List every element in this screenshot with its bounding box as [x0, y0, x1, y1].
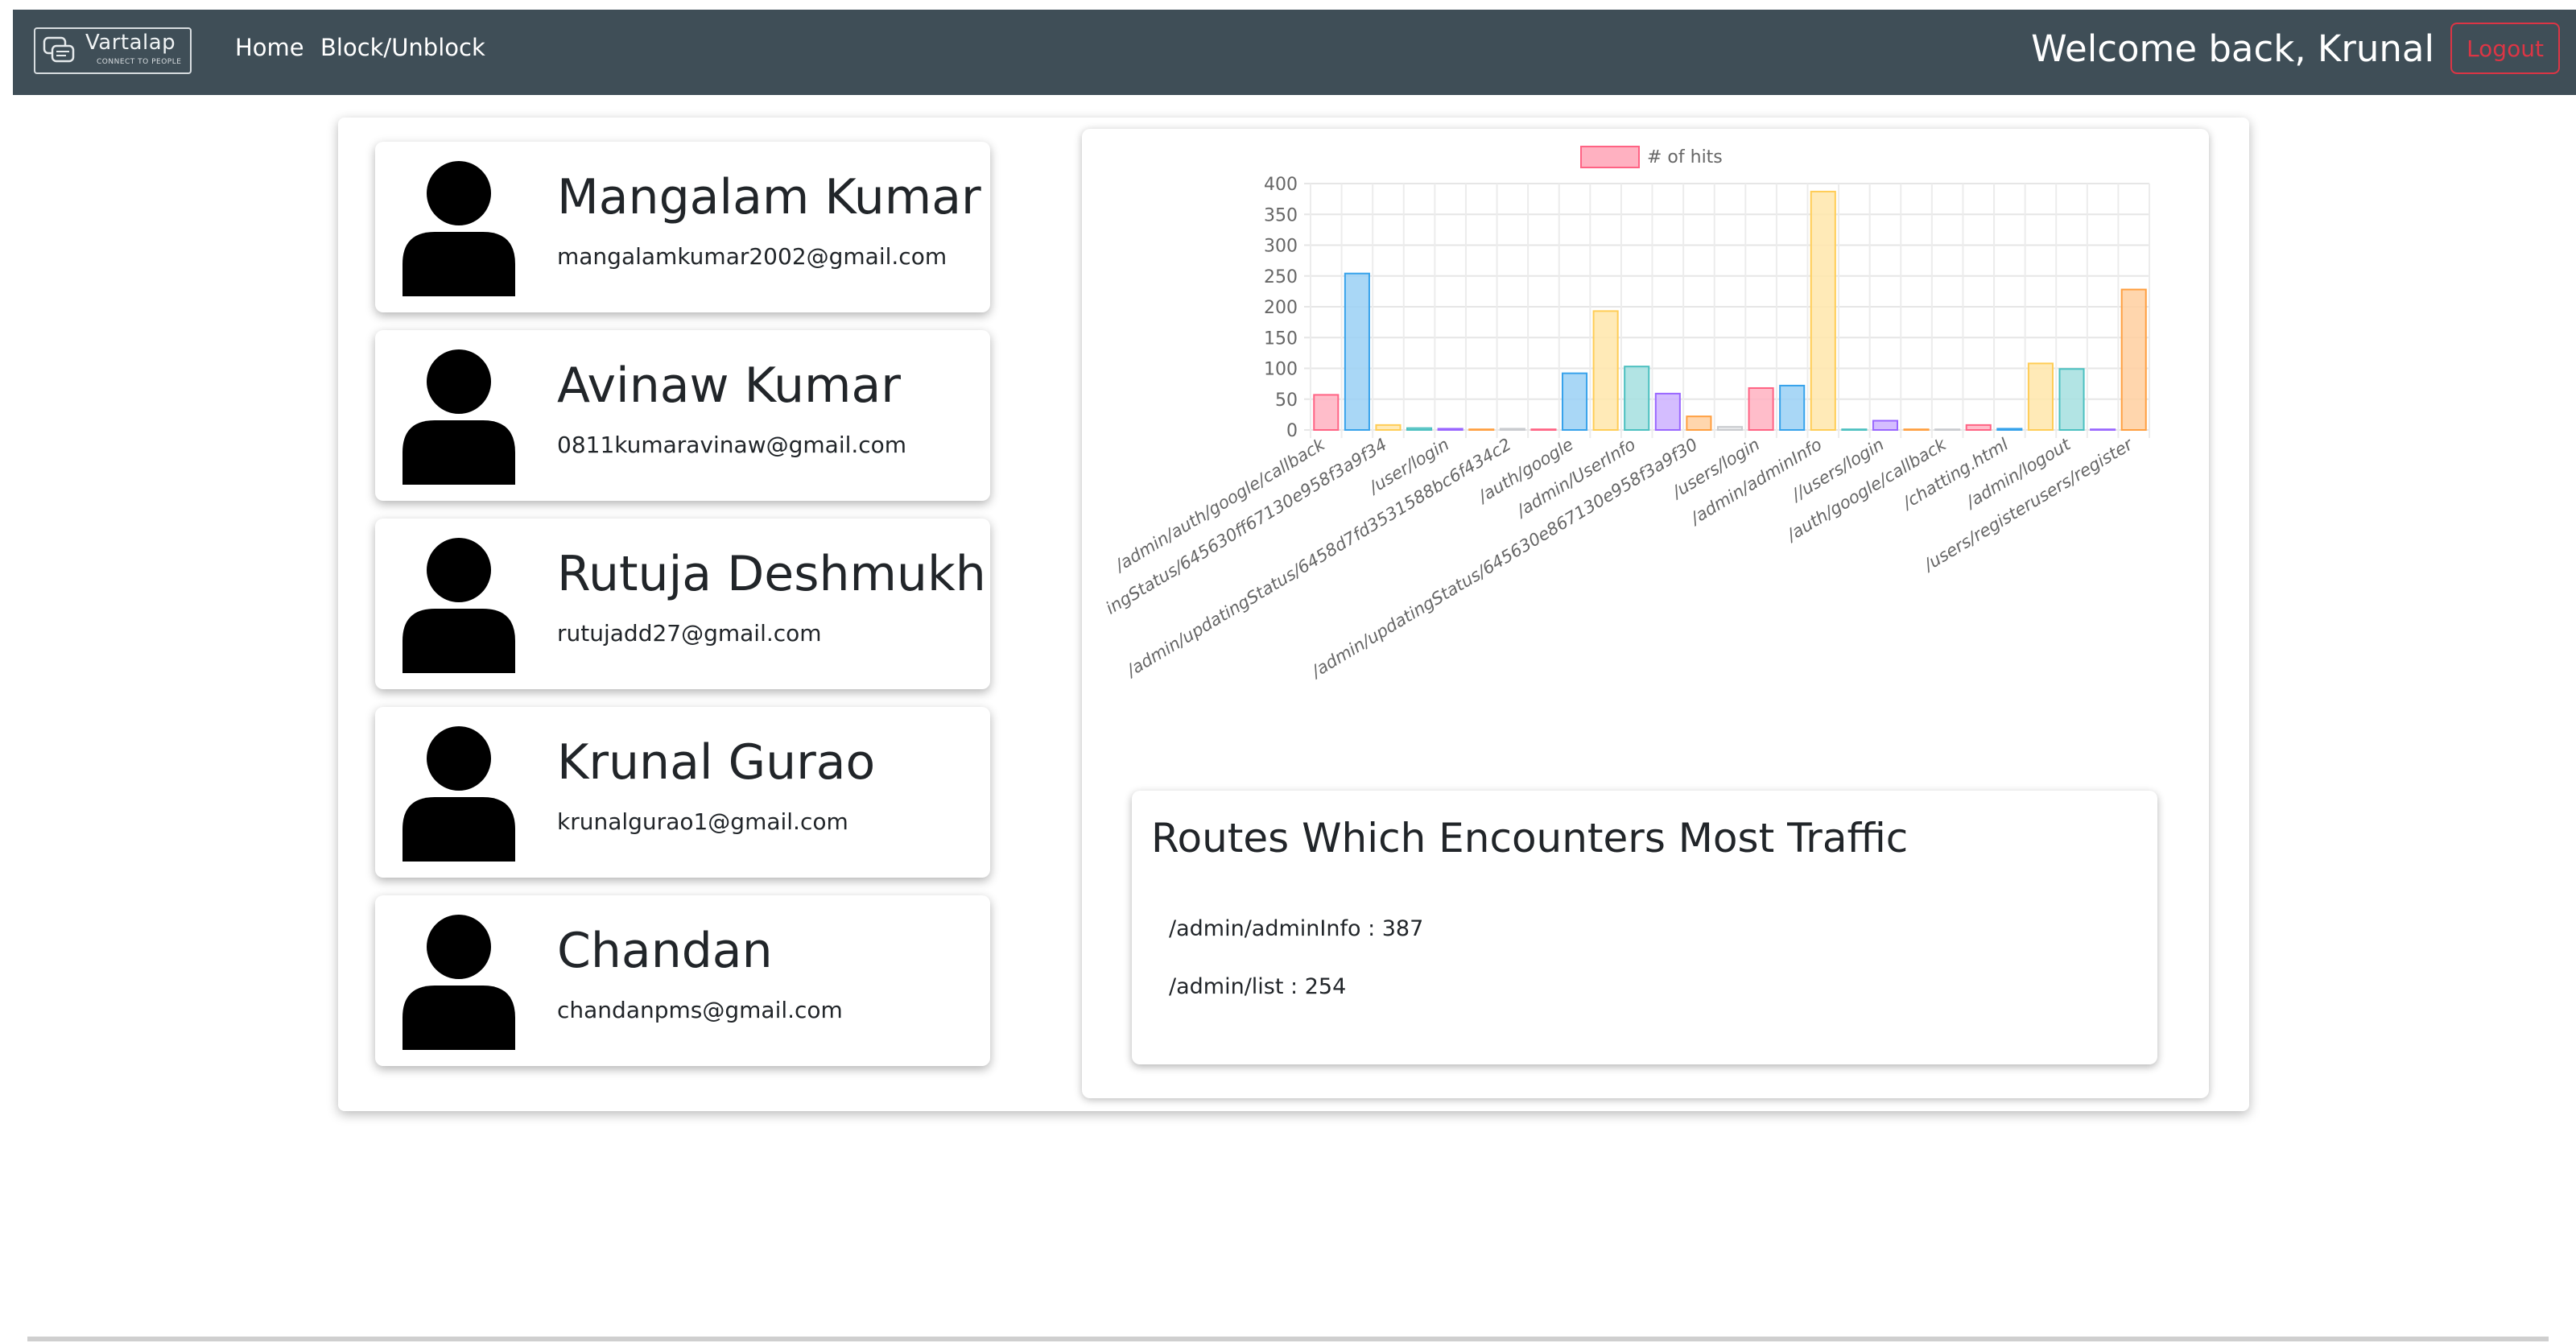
- chart-bar: [1872, 419, 1899, 432]
- user-name: Avinaw Kumar: [557, 357, 901, 414]
- y-tick-label: 50: [1275, 391, 1298, 411]
- chart-bar: [1530, 428, 1557, 431]
- y-tick-label: 400: [1264, 175, 1298, 195]
- y-tick-label: 250: [1264, 267, 1298, 287]
- chart-bar: [2120, 288, 2147, 431]
- user-card[interactable]: Chandan chandanpms@gmail.com: [375, 895, 990, 1066]
- nav-link-home[interactable]: Home: [235, 34, 304, 61]
- user-name: Mangalam Kumar: [557, 169, 981, 225]
- nav-link-block-unblock[interactable]: Block/Unblock: [320, 34, 485, 61]
- chart-bar: [2058, 368, 2085, 432]
- chart-bar: [1375, 424, 1402, 432]
- user-email: mangalamkumar2002@gmail.com: [557, 243, 947, 270]
- welcome-message: Welcome back, Krunal: [2031, 27, 2434, 70]
- user-card[interactable]: Krunal Gurao krunalgurao1@gmail.com: [375, 707, 990, 878]
- user-email: chandanpms@gmail.com: [557, 997, 843, 1023]
- chart-bar: [1561, 372, 1588, 431]
- chart-bar: [1437, 428, 1463, 431]
- logout-button[interactable]: Logout: [2450, 23, 2560, 74]
- chart-bar: [1406, 427, 1433, 432]
- horizontal-scrollbar[interactable]: [27, 1337, 2549, 1341]
- user-avatar-icon: [402, 538, 515, 673]
- y-tick-label: 350: [1264, 205, 1298, 225]
- user-avatar-icon: [402, 726, 515, 862]
- chart-bar: [1499, 428, 1525, 431]
- chart-bar: [2027, 362, 2054, 432]
- chat-bubble-icon: [43, 36, 75, 63]
- chart-bar: [1748, 386, 1774, 432]
- user-card[interactable]: Avinaw Kumar 0811kumaravinaw@gmail.com: [375, 330, 990, 501]
- user-avatar-icon: [402, 161, 515, 296]
- traffic-route-item: /admin/adminInfo : 387: [1169, 916, 1424, 941]
- user-name: Chandan: [557, 923, 773, 979]
- user-avatar-icon: [402, 915, 515, 1050]
- user-email: rutujadd27@gmail.com: [557, 620, 822, 647]
- y-tick-label: 0: [1286, 421, 1298, 441]
- y-tick-label: 150: [1264, 329, 1298, 349]
- chart-bar: [2090, 428, 2116, 431]
- chart-bar: [1934, 428, 1961, 431]
- y-tick-label: 300: [1264, 237, 1298, 257]
- user-name: Rutuja Deshmukh: [557, 546, 986, 602]
- user-name: Krunal Gurao: [557, 734, 876, 791]
- chart-bar: [1592, 310, 1619, 432]
- legend-label: # of hits: [1647, 147, 1723, 167]
- user-email: 0811kumaravinaw@gmail.com: [557, 432, 907, 458]
- y-tick-label: 100: [1264, 360, 1298, 380]
- chart-bar: [1996, 428, 2023, 431]
- chart-bar: [1903, 428, 1930, 431]
- traffic-route-item: /admin/list : 254: [1169, 974, 1347, 999]
- y-tick-label: 200: [1264, 298, 1298, 318]
- traffic-summary-card: Routes Which Encounters Most Traffic /ad…: [1132, 791, 2157, 1064]
- chart-bar: [1810, 190, 1836, 431]
- chart-bar: [1468, 428, 1495, 431]
- chart-bar: [1654, 392, 1681, 431]
- chart-bar: [1313, 394, 1340, 431]
- chart-bar: [1716, 426, 1744, 431]
- brand-name: Vartalap: [85, 31, 176, 55]
- chart-bar: [1779, 384, 1806, 432]
- chart-bar: [1841, 428, 1868, 431]
- chart-bar: [1686, 415, 1712, 431]
- user-card[interactable]: Mangalam Kumar mangalamkumar2002@gmail.c…: [375, 142, 990, 312]
- user-avatar-icon: [402, 349, 515, 485]
- navbar: Vartalap CONNECT TO PEOPLE Home Block/Un…: [13, 10, 2576, 95]
- user-email: krunalgurao1@gmail.com: [557, 808, 848, 835]
- chart-bar: [1965, 424, 1992, 432]
- brand-logo[interactable]: Vartalap CONNECT TO PEOPLE: [34, 27, 192, 74]
- brand-tagline: CONNECT TO PEOPLE: [97, 58, 182, 66]
- x-tick-label: /chatting.html: [1898, 435, 2012, 514]
- chart-bar: [1624, 366, 1650, 431]
- user-card[interactable]: Rutuja Deshmukh rutujadd27@gmail.com: [375, 519, 990, 689]
- chart-bar: [1344, 272, 1370, 431]
- traffic-title: Routes Which Encounters Most Traffic: [1151, 815, 1909, 862]
- legend-swatch: [1580, 146, 1640, 168]
